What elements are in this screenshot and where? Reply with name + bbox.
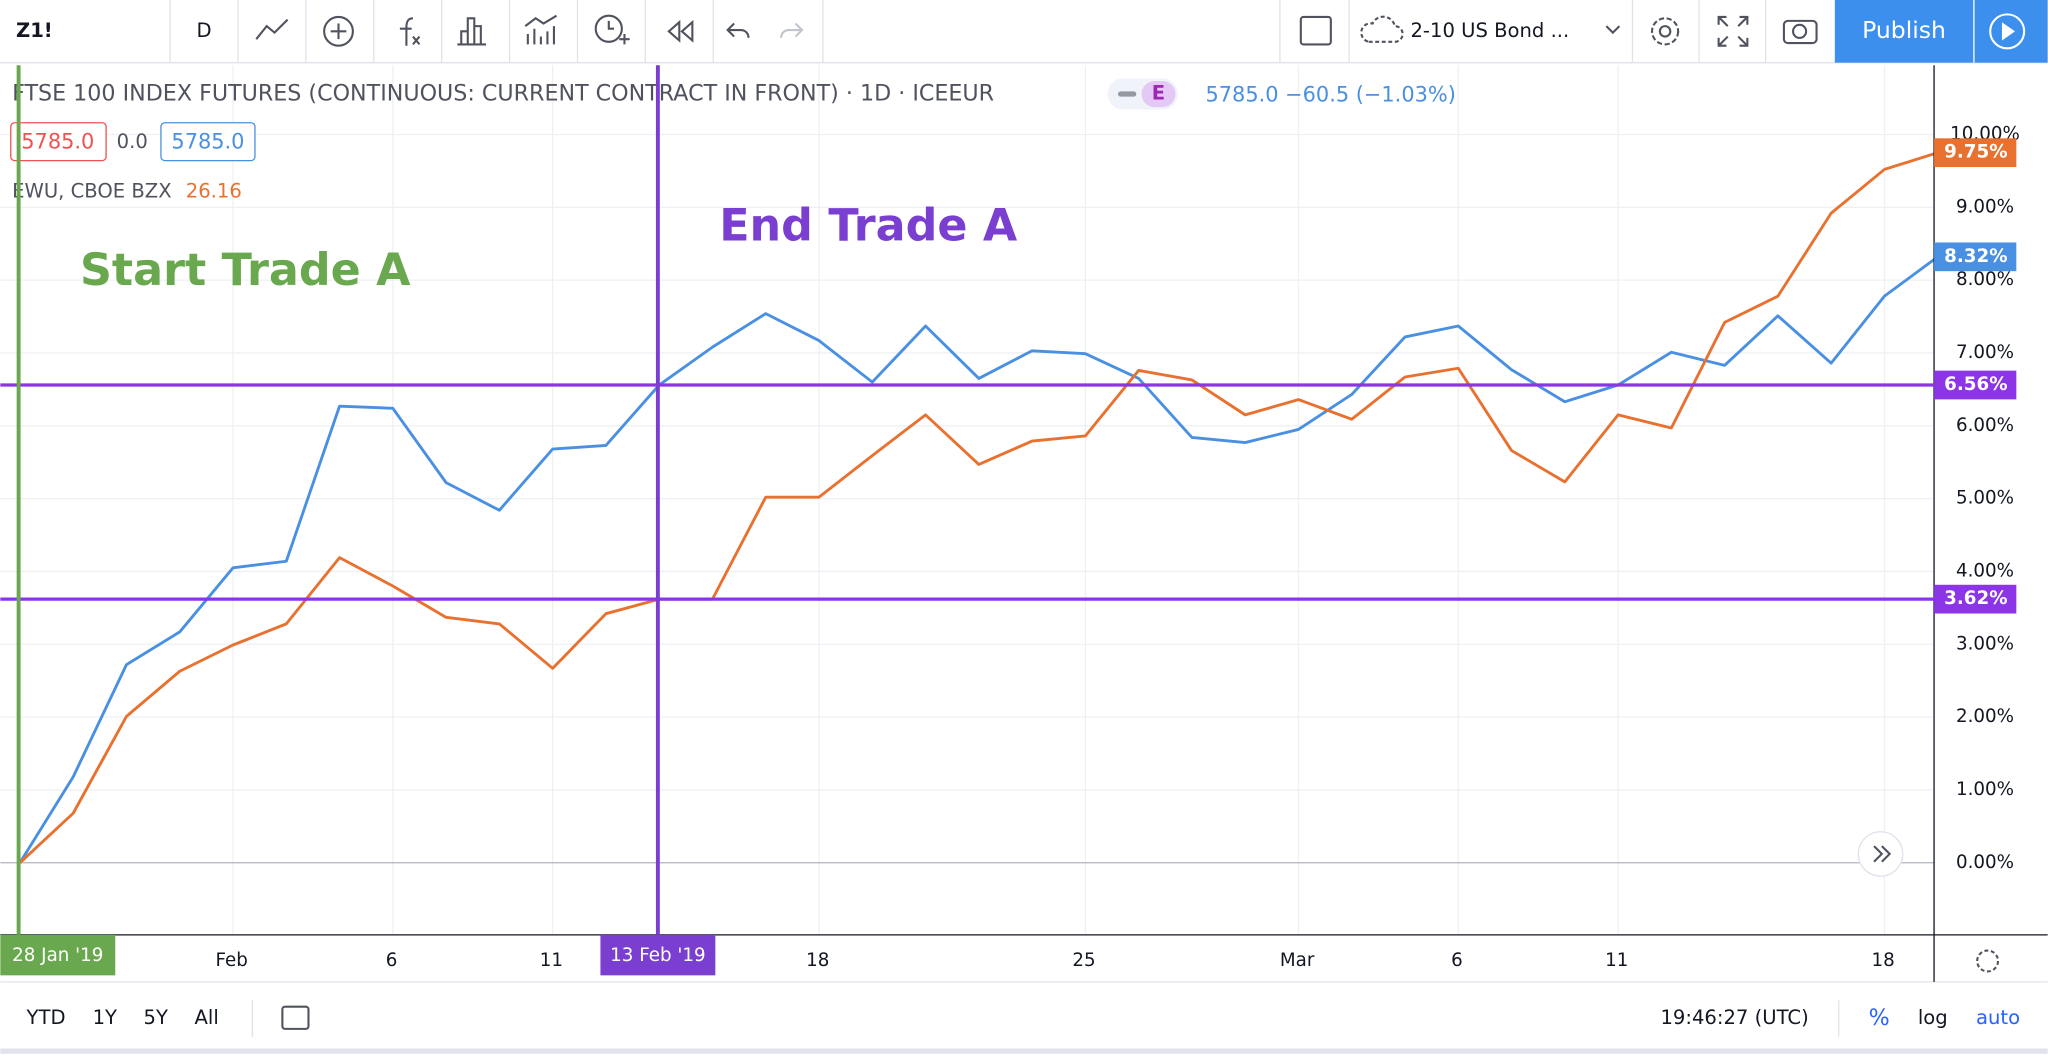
range-button[interactable]: 5Y [144,1006,168,1029]
percent-toggle[interactable]: % [1869,1005,1890,1031]
annotation: Start Trade A [80,245,411,296]
annotation: End Trade A [719,200,1018,251]
series-line [18,151,1939,864]
date-tag-label: 13 Feb '19 [610,945,705,966]
compare-series-name: EWU, CBOE BZX [12,179,172,202]
price-tag-label: 3.62% [1944,588,2007,609]
date-tag [0,934,116,976]
publish-button[interactable] [1834,0,1974,63]
saved-layout[interactable]: 2-10 US Bond ... [1410,19,1569,42]
y-tick-label: 9.00% [1956,196,2014,217]
compare-last-price: 26.16 [186,179,242,202]
snapshot-icon[interactable] [1782,19,1818,45]
templates-icon[interactable] [524,14,558,45]
y-tick-label: 7.00% [1956,342,2014,363]
main-series-name: FTSE 100 INDEX FUTURES (CONTINUOUS: CURR… [12,81,994,107]
settings-core [1658,25,1672,38]
toolbar: Z1! D 2-10 US Bond ... [0,0,2048,64]
publish-label: Publish [1862,16,1946,44]
financials-icon[interactable] [457,17,487,46]
x-tick-label: 6 [386,950,398,971]
undo-icon[interactable] [726,22,750,38]
range-button[interactable]: YTD [26,1006,66,1029]
alert-icon[interactable] [594,14,623,43]
snapshot-lens [1792,23,1808,39]
price-box [10,122,107,162]
date-tag-label: 28 Jan '19 [12,945,103,966]
price-box [160,122,256,162]
replay-icon[interactable] [667,19,694,43]
toolbar-bg [0,0,2048,63]
x-tick-label: 25 [1072,950,1095,971]
main-change: 0.0 [117,130,148,153]
y-tick-label: 5.00% [1956,488,2014,509]
y-tick-label: 3.00% [1956,633,2014,654]
log-toggle[interactable]: log [1918,1006,1948,1029]
redo-icon[interactable] [780,22,804,38]
last-value-tag [1934,242,2017,272]
last-value-tag [1934,138,2017,168]
clock[interactable]: 19:46:27 (UTC) [1660,1006,1808,1029]
chart-type-icon[interactable] [255,18,289,40]
main-quote: 5785.0 −60.5 (−1.03%) [1205,82,1455,106]
alert-plus [607,20,630,45]
y-tick-label: 4.00% [1956,560,2014,581]
x-tick-label: Feb [216,950,248,971]
play-circle [1989,13,2026,50]
auto-toggle[interactable]: auto [1976,1006,2020,1029]
plot-area [0,65,1939,935]
x-tick-label: 18 [1872,950,1895,971]
x-tick-label: 18 [806,950,829,971]
badge-e: E [1152,82,1165,105]
goto-date-icon[interactable] [281,1005,310,1030]
x-tick-label: Mar [1280,950,1315,971]
series-line [18,255,1939,864]
main-open: 5785.0 [21,129,94,153]
y-tick-label: 0.00% [1956,852,2014,873]
indicators-icon[interactable] [399,17,421,46]
y-tick-label: 6.00% [1956,415,2014,436]
range-button[interactable]: All [194,1006,218,1029]
range-button[interactable]: 1Y [93,1006,117,1029]
layout-icon[interactable] [1299,15,1332,46]
compare-plus [330,23,347,40]
symbol[interactable]: Z1! [16,19,53,42]
fullscreen-icon[interactable] [1717,15,1749,47]
scroll-icon [1873,845,1892,863]
price-tag [1934,370,2017,400]
price-tag-label: 6.56% [1944,374,2007,395]
date-tag [600,934,716,976]
dropdown-icon[interactable] [1605,25,1621,35]
main-close: 5785.0 [171,129,244,153]
interval-button[interactable]: D [196,19,211,42]
last-value-label: 9.75% [1944,142,2007,163]
compare-icon[interactable] [323,15,354,47]
cloud-icon[interactable] [1360,15,1404,43]
axis-settings-icon[interactable] [1976,949,2000,973]
x-tick-label: 11 [540,950,563,971]
y-tick-label: 1.00% [1956,779,2014,800]
bottom-bar: YTD 1Y 5Y All 19:46:27 (UTC) % log auto [0,981,2048,1054]
x-tick-label: 11 [1605,950,1628,971]
badge-e-bg [1141,80,1176,108]
y-tick-label: 8.00% [1956,269,2014,290]
x-tick-label: 6 [1451,950,1463,971]
y-tick-label: 2.00% [1956,706,2014,727]
settings-icon[interactable] [1650,17,1680,46]
play-triangle [2001,22,2016,41]
last-value-label: 8.32% [1944,246,2007,267]
price-tag [1934,584,2017,614]
badge-dash [1118,91,1137,97]
